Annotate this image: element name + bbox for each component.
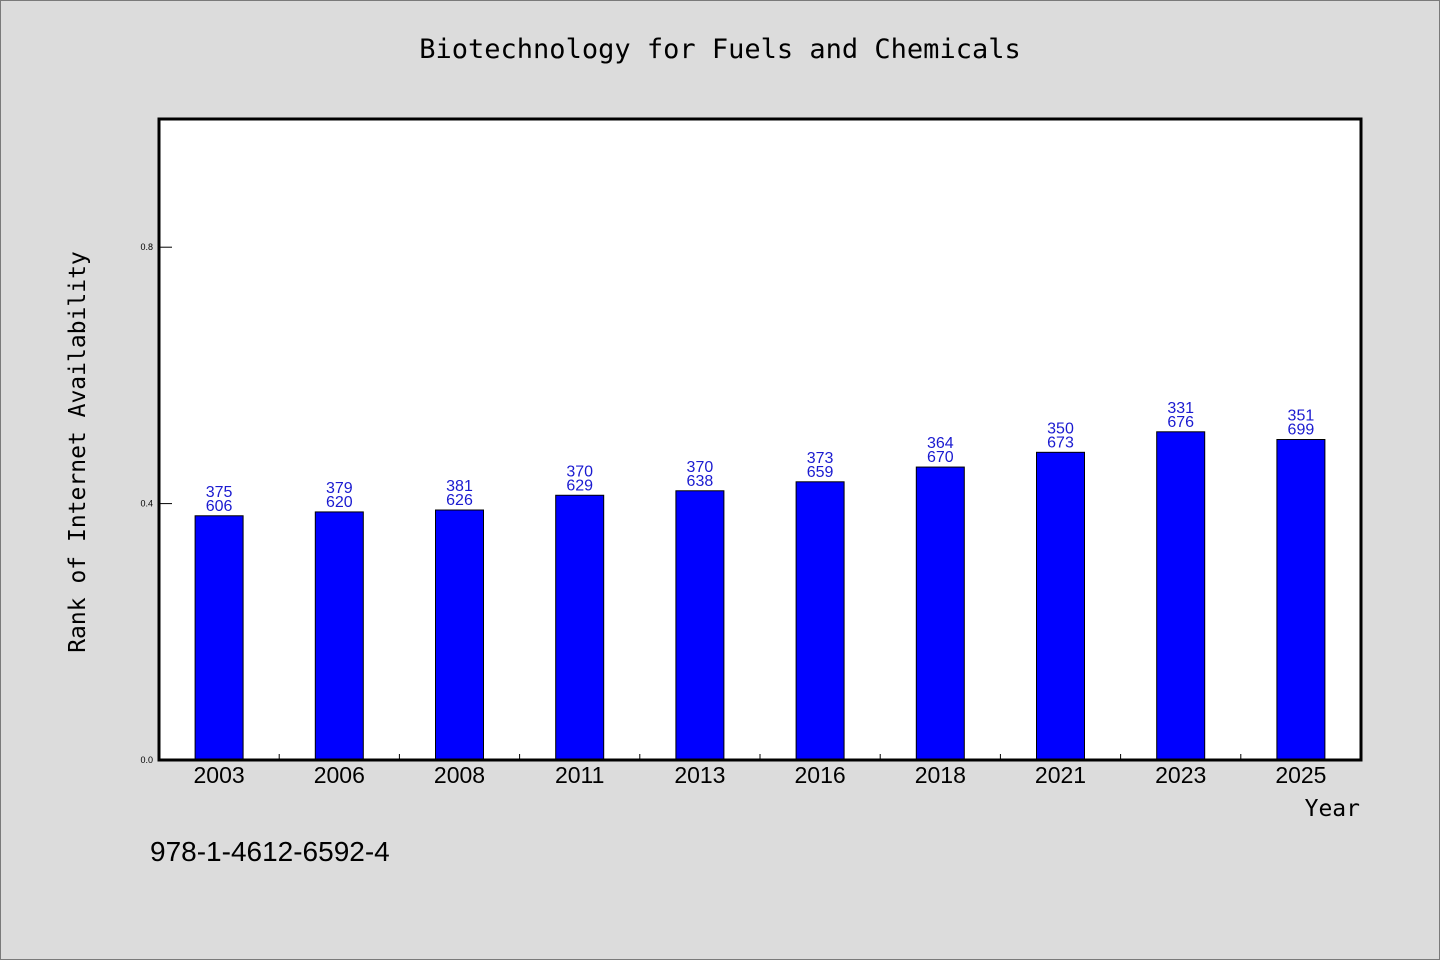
x-tick-label: 2003: [194, 762, 245, 788]
isbn-footer: 978-1-4612-6592-4: [150, 836, 390, 867]
x-tick-label: 2018: [915, 762, 966, 788]
data-label: 620: [326, 494, 353, 511]
data-label: 659: [807, 464, 834, 481]
y-tick-label: 0.0: [140, 755, 153, 765]
data-label: 364: [927, 435, 954, 452]
data-label: 351: [1288, 408, 1315, 425]
data-label: 699: [1288, 422, 1315, 439]
bar: [1036, 451, 1085, 761]
data-label: 331: [1167, 400, 1194, 417]
data-label: 606: [206, 498, 233, 515]
x-tick-label: 2006: [314, 762, 365, 788]
bar: [1276, 439, 1326, 761]
data-label: 379: [326, 480, 353, 497]
data-label: 676: [1167, 414, 1194, 431]
data-label: 370: [566, 463, 593, 480]
bar: [314, 511, 364, 761]
x-tick-label: 2021: [1035, 762, 1086, 788]
data-label: 373: [807, 450, 834, 467]
bar: [435, 509, 484, 761]
bar: [555, 494, 605, 761]
data-label: 350: [1047, 420, 1074, 437]
y-tick-label: 0.4: [140, 499, 153, 509]
data-labels-layer: 3756063796203816263706293706383736593646…: [206, 400, 1315, 515]
bar: [915, 466, 965, 761]
bar: [1156, 431, 1206, 761]
data-label: 381: [446, 478, 473, 495]
x-tick-label: 2023: [1155, 762, 1206, 788]
x-tick-label: 2011: [555, 762, 604, 788]
x-axis-label: Year: [1304, 796, 1360, 822]
data-label: 629: [566, 477, 593, 494]
data-label: 638: [687, 473, 714, 490]
data-label: 670: [927, 449, 954, 466]
data-label: 626: [446, 492, 473, 509]
x-tick-label: 2016: [795, 762, 846, 788]
bar: [675, 490, 725, 761]
data-label: 370: [687, 459, 714, 476]
data-label: 375: [206, 484, 233, 501]
plot-border: [157, 117, 1363, 762]
data-label: 673: [1047, 434, 1074, 451]
x-tick-label: 2025: [1275, 762, 1326, 788]
x-tick-label: 2008: [434, 762, 485, 788]
bars-layer: [194, 431, 1326, 761]
y-tick-label: 0.8: [140, 242, 153, 252]
bar: [194, 515, 244, 761]
bar: [795, 481, 845, 761]
x-tick-label: 2013: [674, 762, 725, 788]
chart-title: Biotechnology for Fuels and Chemicals: [419, 34, 1021, 65]
